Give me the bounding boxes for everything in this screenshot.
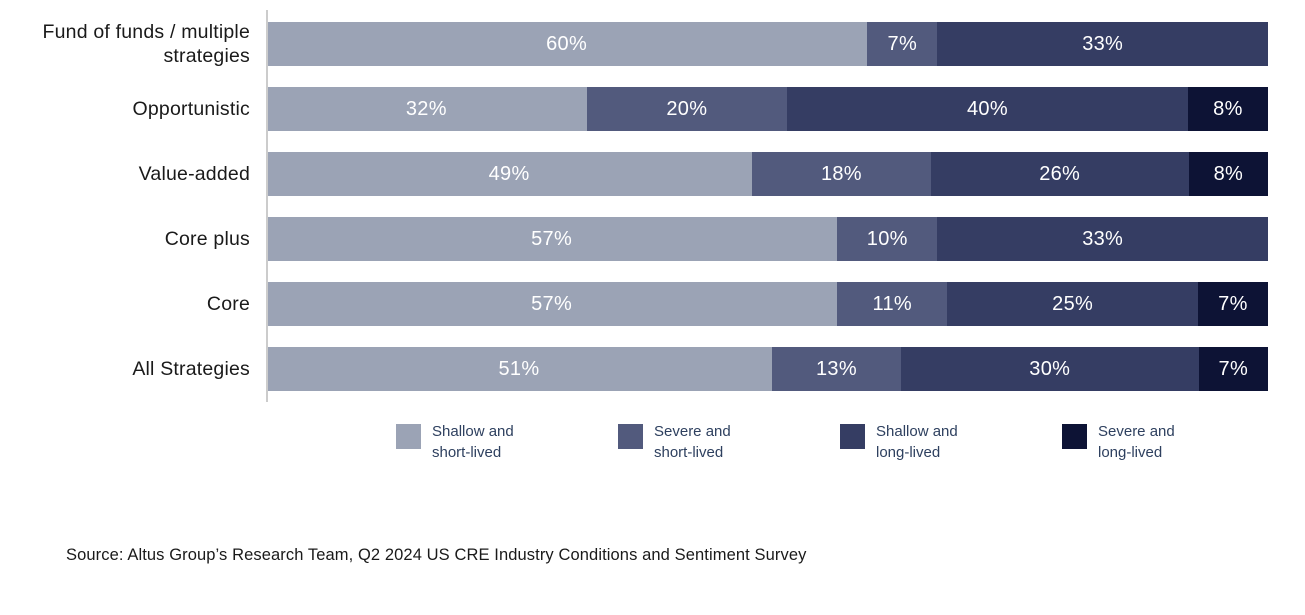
- bar-value-label: 26%: [1039, 162, 1081, 185]
- bar-segment: 40%: [787, 87, 1188, 131]
- bar-segment: 25%: [947, 282, 1198, 326]
- bar-segment: 49%: [266, 152, 753, 196]
- bar-track: 57% 10% 33%: [266, 217, 1268, 261]
- bar-segment: 13%: [771, 347, 901, 391]
- bar-row: Value-added 49% 18% 26% 8%: [0, 152, 1305, 196]
- bar-value-label: 49%: [488, 162, 530, 185]
- bar-segment: 7%: [1198, 347, 1268, 391]
- legend-label: Severe and short-lived: [654, 423, 731, 461]
- bar-value-label: 7%: [887, 32, 918, 55]
- category-label: Core: [206, 292, 250, 315]
- bar-value-label: 7%: [1218, 292, 1248, 315]
- legend-swatch: [618, 424, 643, 449]
- bar-value-label: 57%: [531, 292, 573, 315]
- bar-value-label: 57%: [531, 227, 573, 250]
- bar-segment: 57%: [266, 282, 838, 326]
- category-label: All Strategies: [132, 357, 250, 380]
- bar-value-label: 13%: [815, 357, 857, 380]
- bar-row: Core plus 57% 10% 33%: [0, 217, 1305, 261]
- stacked-bar-chart: Fund of funds / multiple strategies 60% 7…: [0, 10, 1305, 402]
- bar-value-label: 40%: [966, 97, 1008, 120]
- bar-value-label: 7%: [1218, 357, 1249, 380]
- bar-segment: 51%: [266, 347, 772, 391]
- bar-value-label: 25%: [1052, 292, 1094, 315]
- bar-segment: 33%: [937, 22, 1268, 66]
- bar-row: Fund of funds / multiple strategies 60% 7…: [0, 20, 1305, 67]
- category-label: Opportunistic: [132, 97, 250, 120]
- bar-segment: 7%: [1197, 282, 1268, 326]
- bar-segment: 7%: [867, 22, 938, 66]
- bar-value-label: 33%: [1082, 32, 1124, 55]
- bar-value-label: 8%: [1213, 162, 1244, 185]
- bar-segment: 33%: [937, 217, 1268, 261]
- bar-segment: 57%: [266, 217, 838, 261]
- legend-swatch: [396, 424, 421, 449]
- legend-label: Severe and long-lived: [1098, 423, 1175, 461]
- legend-label: Shallow and short-lived: [432, 423, 514, 461]
- bar-value-label: 20%: [666, 97, 708, 120]
- bar-track: 57% 11% 25% 7%: [266, 282, 1268, 326]
- source-note: Source: Altus Group’s Research Team, Q2 …: [66, 546, 807, 564]
- bar-value-label: 10%: [866, 227, 908, 250]
- bar-segment: 26%: [930, 152, 1189, 196]
- bar-segment: 8%: [1188, 152, 1268, 196]
- category-label: Value-added: [138, 162, 250, 185]
- category-label: Core plus: [164, 227, 250, 250]
- bar-row: Core 57% 11% 25% 7%: [0, 282, 1305, 326]
- bar-segment: 30%: [900, 347, 1199, 391]
- bar-row: All Strategies 51% 13% 30% 7%: [0, 347, 1305, 391]
- bar-track: 32% 20% 40% 8%: [266, 87, 1268, 131]
- legend-item: Severe and short-lived: [618, 422, 766, 463]
- bar-value-label: 30%: [1029, 357, 1071, 380]
- chart-legend: Shallow and short-lived Severe and short…: [396, 422, 1305, 463]
- bar-value-label: 11%: [872, 292, 912, 315]
- bar-track: 51% 13% 30% 7%: [266, 347, 1268, 391]
- bar-track: 49% 18% 26% 8%: [266, 152, 1268, 196]
- legend-item: Severe and long-lived: [1062, 422, 1210, 463]
- bar-value-label: 8%: [1213, 97, 1243, 120]
- bar-row: Opportunistic 32% 20% 40% 8%: [0, 87, 1305, 131]
- bar-track: 60% 7% 33%: [266, 22, 1268, 66]
- bar-rows: Fund of funds / multiple strategies 60% 7…: [0, 20, 1305, 391]
- legend-label: Shallow and long-lived: [876, 423, 958, 461]
- bar-value-label: 60%: [546, 32, 588, 55]
- bar-value-label: 32%: [405, 97, 447, 120]
- bar-segment: 32%: [266, 87, 587, 131]
- bar-segment: 20%: [586, 87, 788, 131]
- bar-segment: 11%: [837, 282, 948, 326]
- bar-value-label: 33%: [1082, 227, 1124, 250]
- bar-segment: 60%: [266, 22, 868, 66]
- bar-segment: 18%: [752, 152, 931, 196]
- bar-segment: 10%: [837, 217, 938, 261]
- legend-swatch: [840, 424, 865, 449]
- y-axis-line: [266, 10, 268, 402]
- legend-swatch: [1062, 424, 1087, 449]
- legend-item: Shallow and long-lived: [840, 422, 988, 463]
- bar-segment: 8%: [1187, 87, 1268, 131]
- bar-value-label: 18%: [820, 162, 862, 185]
- category-label: Fund of funds / multiple strategies: [42, 20, 250, 67]
- legend-item: Shallow and short-lived: [396, 422, 544, 463]
- bar-value-label: 51%: [498, 357, 540, 380]
